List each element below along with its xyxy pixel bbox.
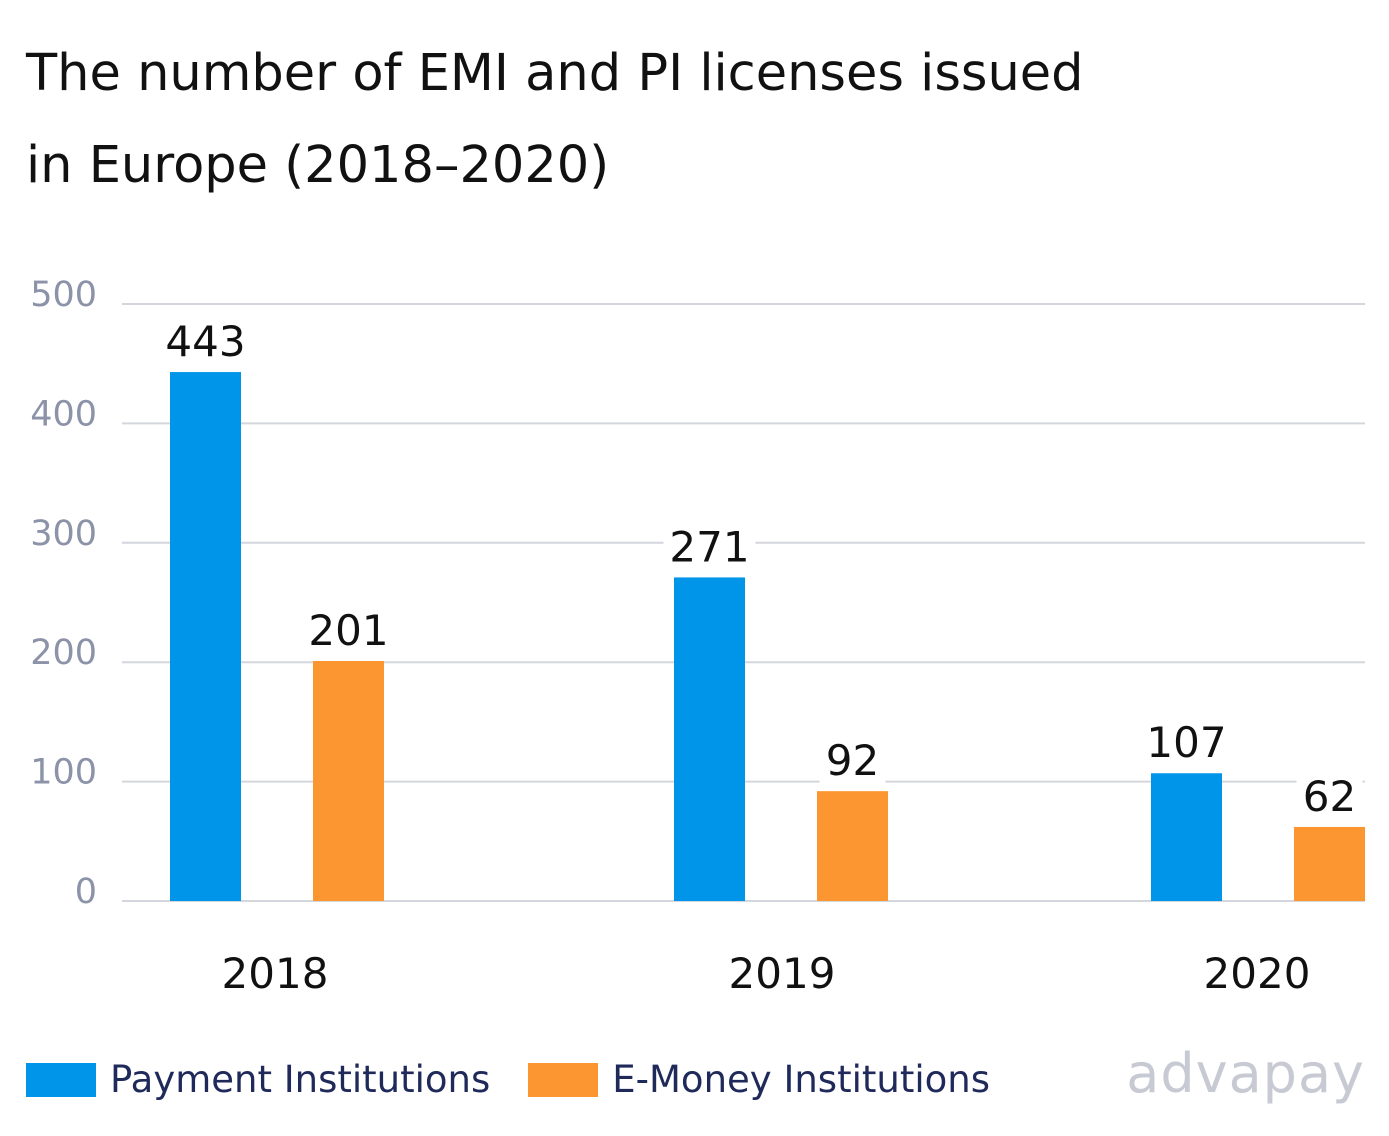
value-label-bg-payment-2019 — [663, 523, 756, 570]
legend-item-emoney: E-Money Institutions — [528, 1058, 990, 1101]
legend: Payment Institutions E-Money Institution… — [26, 1058, 1028, 1101]
value-label-bg-payment-2018 — [159, 318, 252, 365]
value-label-payment-2018: 443 — [165, 317, 245, 366]
bar-payment-2018 — [170, 372, 241, 902]
y-tick-label-400: 400 — [30, 394, 97, 434]
bar-emoney-2018 — [313, 661, 384, 901]
value-label-bg-emoney-2020 — [1296, 772, 1363, 819]
value-label-emoney-2018: 201 — [308, 606, 388, 655]
legend-item-payment: Payment Institutions — [26, 1058, 490, 1101]
x-tick-label-2019: 2019 — [729, 949, 836, 998]
bar-payment-2020 — [1151, 773, 1222, 901]
legend-label-emoney: E-Money Institutions — [612, 1058, 990, 1101]
value-label-payment-2019: 271 — [669, 522, 749, 571]
bar-payment-2019 — [674, 577, 745, 901]
legend-swatch-payment — [26, 1062, 96, 1097]
bar-chart: 0 100 200 300 400 500 443 201 2018 271 92 2019 107 62… — [30, 275, 1365, 998]
x-tick-label-2018: 2018 — [222, 949, 329, 998]
chart-title: The number of EMI and PI licenses issued… — [26, 28, 1326, 212]
y-tick-label-100: 100 — [30, 753, 97, 793]
brand-logo: advapay — [1126, 1042, 1365, 1105]
legend-label-payment: Payment Institutions — [110, 1058, 491, 1101]
y-tick-label-500: 500 — [30, 275, 97, 315]
value-label-bg-emoney-2018 — [302, 607, 395, 654]
legend-swatch-emoney — [528, 1062, 599, 1097]
bar-emoney-2020 — [1294, 826, 1365, 901]
x-tick-label-2020: 2020 — [1204, 949, 1311, 998]
chart-title-line-1: The number of EMI and PI licenses issued — [26, 44, 1084, 103]
y-tick-label-200: 200 — [30, 633, 97, 673]
bar-emoney-2019 — [817, 791, 888, 901]
value-label-emoney-2019: 92 — [826, 736, 879, 785]
value-label-payment-2020: 107 — [1146, 718, 1226, 767]
y-tick-label-300: 300 — [30, 514, 97, 554]
chart-title-line-2: in Europe (2018–2020) — [26, 136, 610, 195]
value-label-emoney-2020: 62 — [1303, 772, 1356, 821]
y-tick-label-0: 0 — [75, 872, 97, 912]
value-label-bg-payment-2020 — [1140, 719, 1233, 766]
value-label-bg-emoney-2019 — [819, 737, 886, 784]
